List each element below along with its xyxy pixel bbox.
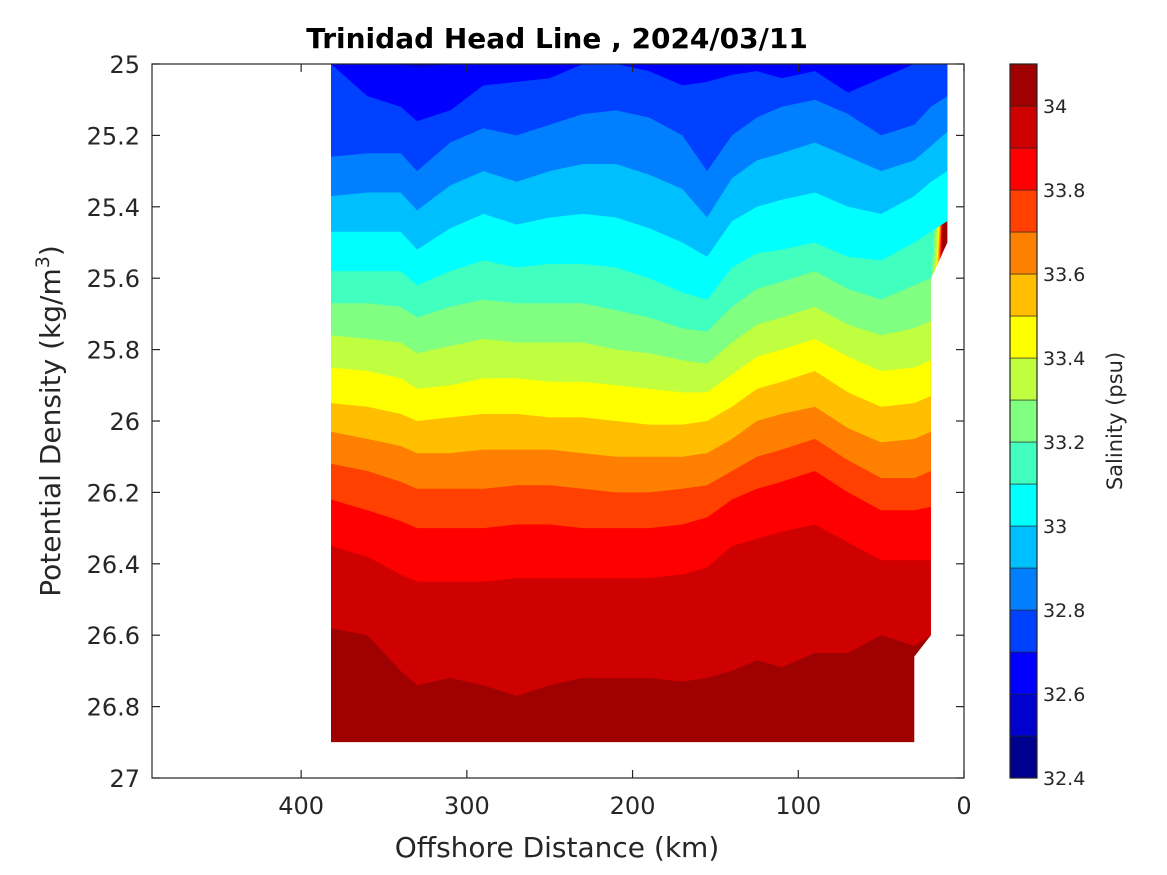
y-tick-label: 26 bbox=[109, 408, 140, 436]
colorbar-border bbox=[1009, 63, 1038, 779]
y-tick-label: 25 bbox=[109, 51, 140, 79]
colorbar-tick-label: 33 bbox=[1043, 516, 1067, 538]
colorbar-swatch bbox=[1009, 609, 1038, 653]
y-tick-label: 25.6 bbox=[87, 265, 140, 293]
colorbar-swatch bbox=[1009, 147, 1038, 191]
y-axis-title-main: Potential Density (kg/m bbox=[34, 268, 67, 597]
colorbar-swatch bbox=[1009, 483, 1038, 527]
colorbar-swatch bbox=[1009, 105, 1038, 149]
colorbar-swatch bbox=[1009, 399, 1038, 443]
y-axis-ticks: 25 25.2 25.4 25.6 25.8 26 26.2 26.4 26.6 26.8 27 bbox=[87, 51, 964, 793]
x-tick-label: 0 bbox=[956, 792, 971, 820]
colorbar-swatch bbox=[1009, 525, 1038, 569]
y-axis-title-sup: 3 bbox=[32, 256, 54, 268]
colorbar-tick-label: 32.4 bbox=[1043, 768, 1085, 790]
x-tick-label: 100 bbox=[775, 792, 821, 820]
y-tick-label: 25.2 bbox=[87, 122, 140, 150]
colorbar-tick-label: 32.6 bbox=[1043, 684, 1085, 706]
colorbar-swatch bbox=[1009, 315, 1038, 359]
contour-band bbox=[331, 64, 948, 172]
colorbar: 32.4 32.6 32.8 33 33.2 33.4 33.6 33.8 34 bbox=[1009, 63, 1085, 790]
colorbar-title: Salinity (psu) bbox=[1103, 352, 1127, 490]
chart-title: Trinidad Head Line , 2024/03/11 bbox=[306, 22, 808, 55]
colorbar-tick-label: 34 bbox=[1043, 96, 1067, 118]
colorbar-swatch bbox=[1009, 273, 1038, 317]
colorbar-swatch bbox=[1009, 735, 1038, 779]
y-tick-label: 26.8 bbox=[87, 694, 140, 722]
y-tick-label: 25.4 bbox=[87, 194, 140, 222]
x-axis-title: Offshore Distance (km) bbox=[395, 831, 720, 864]
y-axis-title: Potential Density (kg/m3) bbox=[32, 245, 67, 597]
y-tick-label: 27 bbox=[109, 765, 140, 793]
colorbar-tick-label: 32.8 bbox=[1043, 600, 1085, 622]
y-tick-label: 26.2 bbox=[87, 479, 140, 507]
x-tick-label: 300 bbox=[444, 792, 490, 820]
colorbar-swatch bbox=[1009, 63, 1038, 107]
x-tick-label: 200 bbox=[610, 792, 656, 820]
colorbar-tick-label: 33.2 bbox=[1043, 432, 1085, 454]
contour-band bbox=[331, 64, 948, 122]
colorbar-tick-label: 33.8 bbox=[1043, 180, 1085, 202]
colorbar-swatch bbox=[1009, 651, 1038, 695]
colorbar-swatch bbox=[1009, 189, 1038, 233]
contour-layer bbox=[331, 64, 948, 743]
colorbar-swatch bbox=[1009, 567, 1038, 611]
y-tick-label: 26.6 bbox=[87, 622, 140, 650]
y-tick-label: 25.8 bbox=[87, 337, 140, 365]
x-axis-ticks: 400 300 200 100 0 bbox=[278, 64, 972, 820]
colorbar-swatch bbox=[1009, 693, 1038, 737]
colorbar-swatch bbox=[1009, 231, 1038, 275]
colorbar-swatch bbox=[1009, 441, 1038, 485]
y-axis-title-close: ) bbox=[34, 245, 67, 256]
colorbar-tick-label: 33.6 bbox=[1043, 264, 1085, 286]
colorbar-swatch bbox=[1009, 357, 1038, 401]
y-tick-label: 26.4 bbox=[87, 551, 140, 579]
colorbar-tick-label: 33.4 bbox=[1043, 348, 1085, 370]
x-tick-label: 400 bbox=[278, 792, 324, 820]
